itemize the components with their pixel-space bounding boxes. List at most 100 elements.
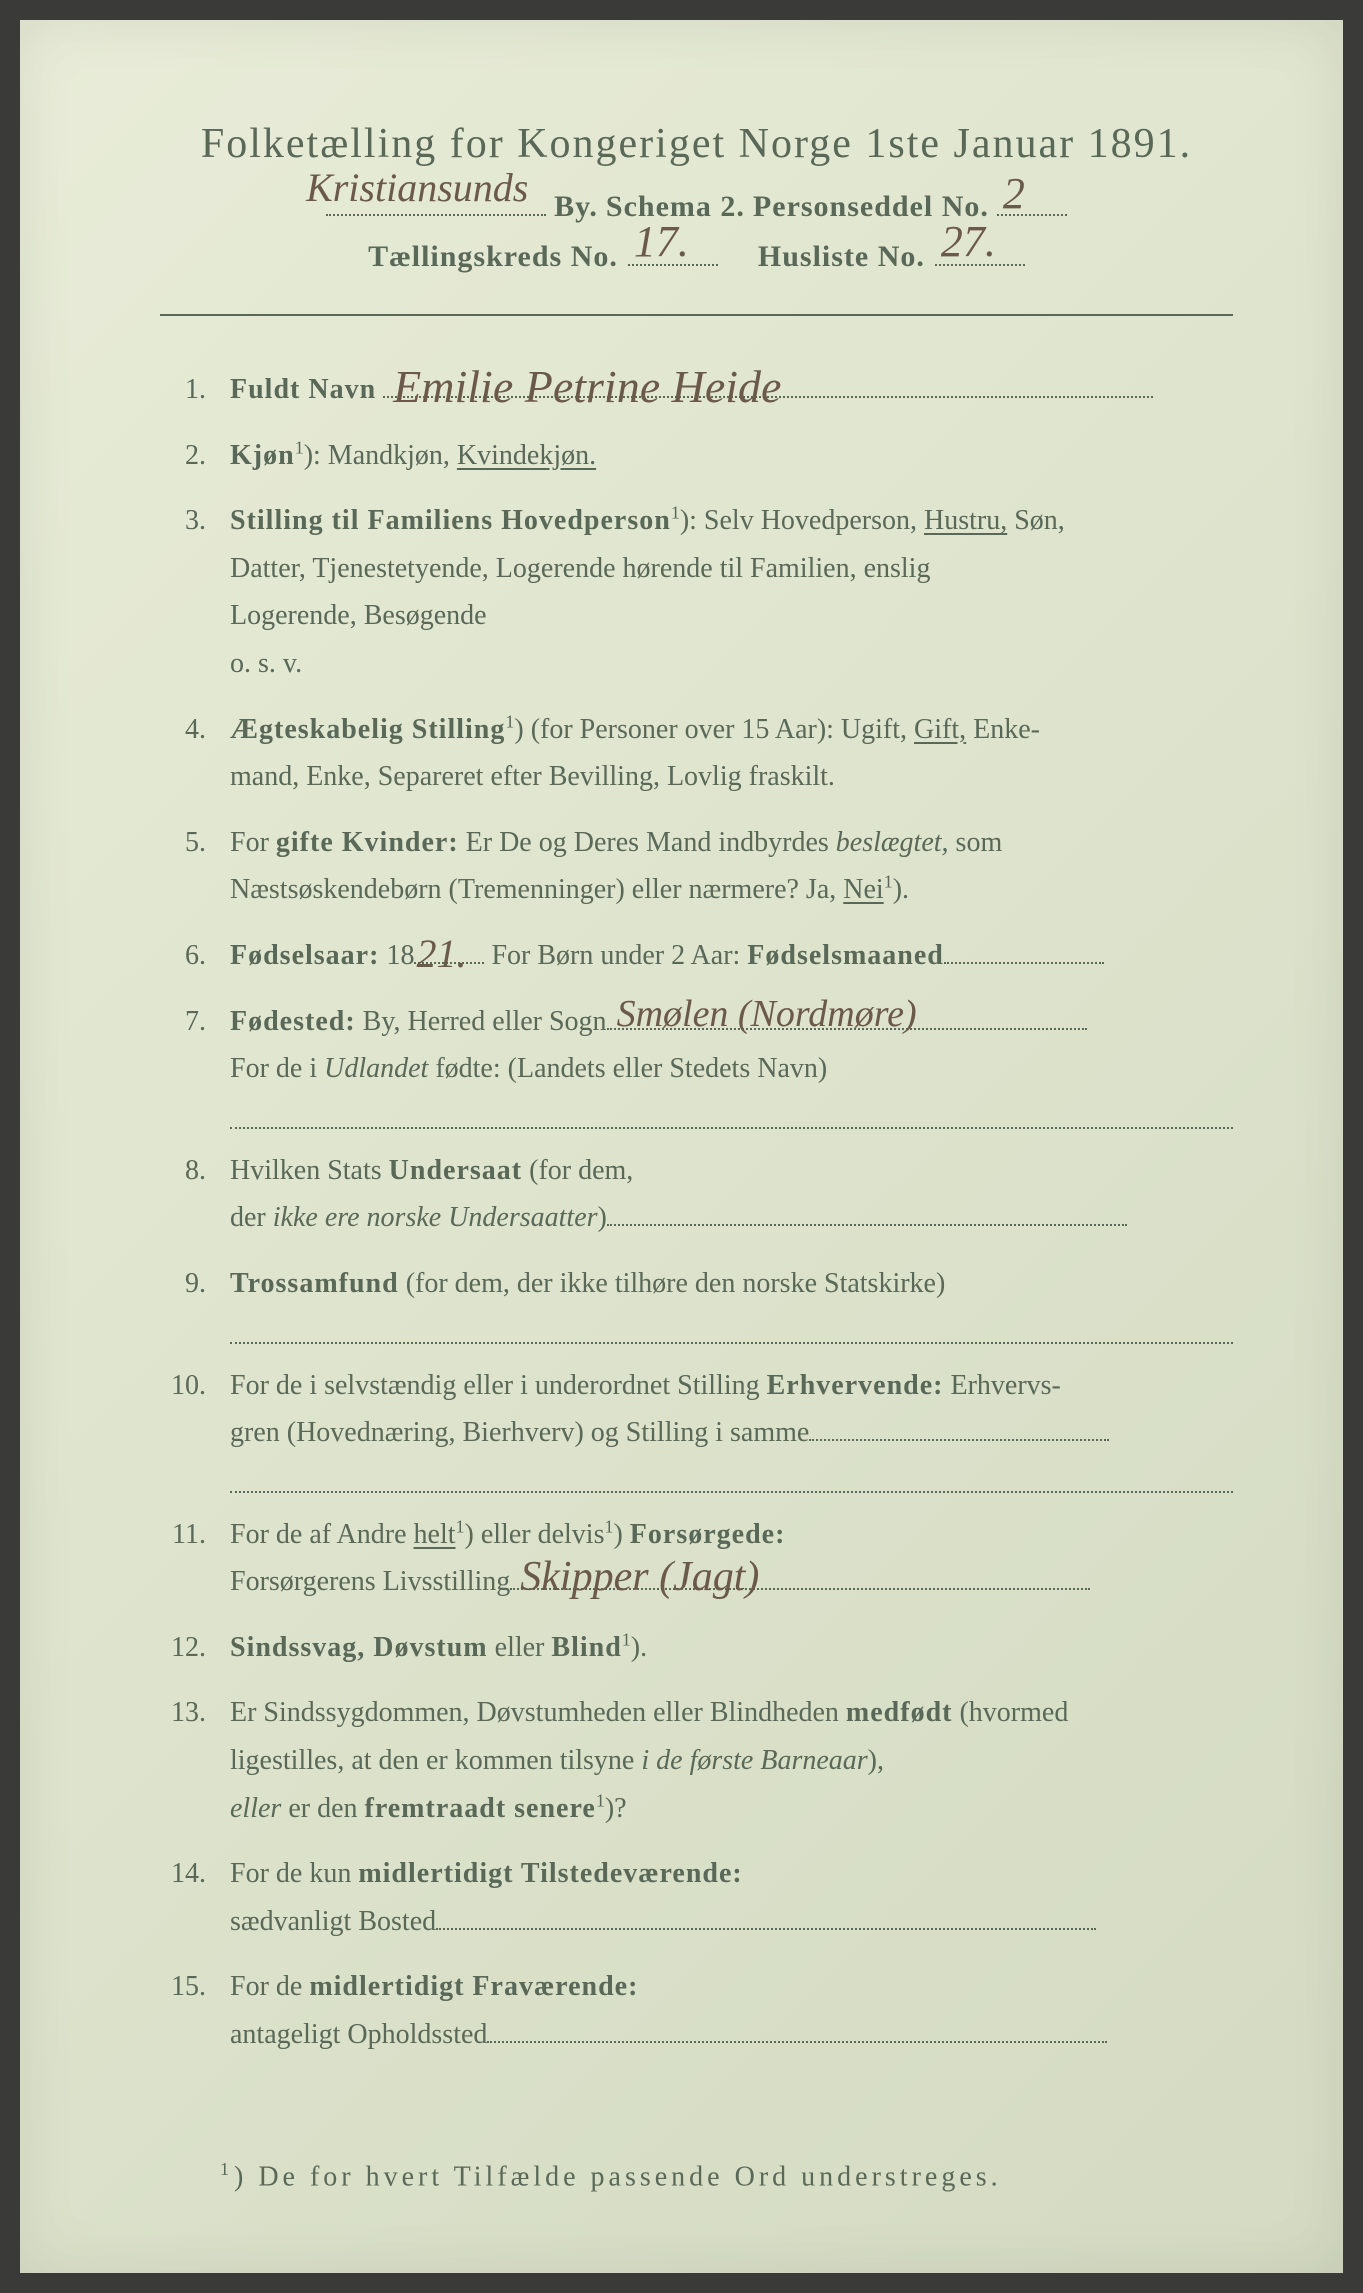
i10-text1: For de i selvstændig eller i underordnet…	[230, 1370, 767, 1401]
i15-text1: For de	[230, 1971, 309, 2002]
disability-label: Sindssvag, Døvstum	[230, 1632, 488, 1663]
form-items-list: 1. Fuldt Navn Emilie Petrine Heide 2. Kj…	[160, 366, 1233, 2059]
sex-underlined: Kvindekjøn.	[457, 440, 596, 471]
item-15: 15. For de midlertidigt Fraværende: anta…	[160, 1963, 1233, 2058]
kreds-handwritten: 17.	[634, 216, 689, 267]
i10-line2: gren (Hovednæring, Bierhverv) og Stillin…	[230, 1417, 809, 1448]
subject-label: Undersaat	[389, 1155, 522, 1186]
position-line3: Logerende, Besøgende	[230, 592, 1233, 640]
by-label: By.	[554, 190, 598, 224]
sup: 1	[295, 437, 304, 457]
husliste-label: Husliste No.	[758, 240, 925, 274]
i5-italic: beslægtet,	[836, 827, 949, 858]
blind-label: Blind	[551, 1632, 621, 1663]
header-divider	[160, 314, 1233, 316]
i5-label1: gifte Kvinder:	[276, 827, 459, 858]
item-11: 11. For de af Andre helt1) eller delvis1…	[160, 1511, 1233, 1606]
birthmonth-label: Fødselsmaaned	[747, 940, 944, 971]
i7-text1: By, Herred eller Sogn	[356, 1006, 607, 1037]
sup: 1	[596, 1790, 605, 1810]
i5-underlined: Nei	[843, 874, 883, 905]
i8-text2: (for dem,	[522, 1155, 633, 1186]
personseddel-field: 2	[997, 188, 1067, 216]
fullname-handwritten: Emilie Petrine Heide	[393, 348, 781, 426]
i13-italic: i de første Barneaar	[641, 1745, 867, 1776]
marital-line2: mand, Enke, Separeret efter Bevilling, L…	[230, 753, 1233, 801]
item-number: 1.	[160, 366, 230, 414]
position-label: Stilling til Familiens Hovedperson	[230, 505, 671, 536]
marital-label: Ægteskabelig Stilling	[230, 714, 505, 745]
item-number: 13.	[160, 1689, 230, 1737]
i5-line2a: Næstsøskendebørn (Tremenninger) eller næ…	[230, 874, 843, 905]
i8-text1: Hvilken Stats	[230, 1155, 389, 1186]
item-number: 6.	[160, 932, 230, 980]
item-number: 14.	[160, 1850, 230, 1898]
census-form-page: Folketælling for Kongeriget Norge 1ste J…	[20, 20, 1343, 2273]
item-3: 3. Stilling til Familiens Hovedperson1):…	[160, 497, 1233, 687]
birthyear-prefix: 18	[379, 940, 414, 971]
item-number: 5.	[160, 819, 230, 867]
i9-text: (for dem, der ikke tilhøre den norske St…	[399, 1268, 946, 1299]
occupation-label: Erhvervende:	[767, 1370, 944, 1401]
marital-text2: Enke-	[966, 714, 1040, 745]
birthyear-label: Fødselsaar:	[230, 940, 379, 971]
item-number: 11.	[160, 1511, 230, 1559]
religion-label: Trossamfund	[230, 1268, 399, 1299]
item-7: 7. Fødested: By, Herred eller SognSmølen…	[160, 998, 1233, 1129]
item-number: 10.	[160, 1362, 230, 1410]
birthyear-field: 21.	[414, 940, 484, 964]
i14-line2: sædvanligt Bosted	[230, 1906, 436, 1937]
birthmonth-field	[944, 940, 1104, 964]
birthplace-label: Fødested:	[230, 1006, 356, 1037]
husliste-handwritten: 27.	[941, 216, 996, 267]
position-text2: Søn,	[1007, 505, 1065, 536]
item-2: 2. Kjøn1): Mandkjøn, Kvindekjøn.	[160, 432, 1233, 480]
i14-dots	[436, 1906, 1096, 1930]
position-underlined: Hustru,	[924, 505, 1007, 536]
birthyear-handwritten: 21.	[416, 920, 466, 988]
i11-underlined1: helt	[414, 1519, 456, 1550]
item-number: 12.	[160, 1624, 230, 1672]
position-line2: Datter, Tjenestetyende, Logerende hørend…	[230, 545, 1233, 593]
footnote: 1) De for hvert Tilfælde passende Ord un…	[160, 2159, 1233, 2193]
item-8: 8. Hvilken Stats Undersaat (for dem, der…	[160, 1147, 1233, 1242]
i10-dots-a	[809, 1417, 1109, 1441]
i12-text2: ).	[631, 1632, 647, 1663]
sex-text: ): Mandkjøn,	[304, 440, 457, 471]
item-number: 8.	[160, 1147, 230, 1195]
birthplace-field: Smølen (Nordmøre)	[607, 1006, 1087, 1030]
kreds-label: Tællingskreds No.	[368, 240, 618, 274]
item-5: 5. For gifte Kvinder: Er De og Deres Man…	[160, 819, 1233, 914]
i8-line2: der	[230, 1202, 273, 1233]
i5-text1: For	[230, 827, 276, 858]
i13-line2a: ligestilles, at den er kommen tilsyne	[230, 1745, 641, 1776]
subtitle-row-2: Tællingskreds No. 17. Husliste No. 27.	[160, 238, 1233, 274]
item-6: 6. Fødselsaar: 1821. For Børn under 2 Aa…	[160, 932, 1233, 980]
i14-text1: For de kun	[230, 1858, 358, 1889]
i6-text2: For Børn under 2 Aar:	[484, 940, 747, 971]
congenital-label: medfødt	[846, 1697, 953, 1728]
item-number: 4.	[160, 706, 230, 754]
husliste-field: 27.	[935, 238, 1025, 266]
provider-handwritten: Skipper (Jagt)	[520, 1542, 759, 1613]
later-label: fremtraadt senere	[365, 1793, 596, 1824]
position-line4: o. s. v.	[230, 640, 1233, 688]
sex-label: Kjøn	[230, 440, 295, 471]
item-number: 15.	[160, 1963, 230, 2011]
i8-line2b: )	[598, 1202, 607, 1233]
marital-underlined: Gift,	[914, 714, 966, 745]
item-13: 13. Er Sindssygdommen, Døvstumheden elle…	[160, 1689, 1233, 1832]
i11-text1: For de af Andre	[230, 1519, 414, 1550]
item-4: 4. Ægteskabelig Stilling1) (for Personer…	[160, 706, 1233, 801]
present-label: midlertidigt Tilstedeværende:	[358, 1858, 742, 1889]
item-number: 9.	[160, 1260, 230, 1308]
i15-dots	[487, 2019, 1107, 2043]
i13-line3c: )?	[605, 1793, 627, 1824]
i13-line2b: ),	[868, 1745, 884, 1776]
footnote-sup: 1	[220, 2159, 234, 2179]
item-number: 7.	[160, 998, 230, 1046]
i13-text1: Er Sindssygdommen, Døvstumheden eller Bl…	[230, 1697, 846, 1728]
i7-line2b: fødte: (Landets eller Stedets Navn)	[428, 1053, 827, 1084]
i8-italic: ikke ere norske Undersaatter	[273, 1202, 598, 1233]
fullname-field: Emilie Petrine Heide	[383, 374, 1153, 398]
